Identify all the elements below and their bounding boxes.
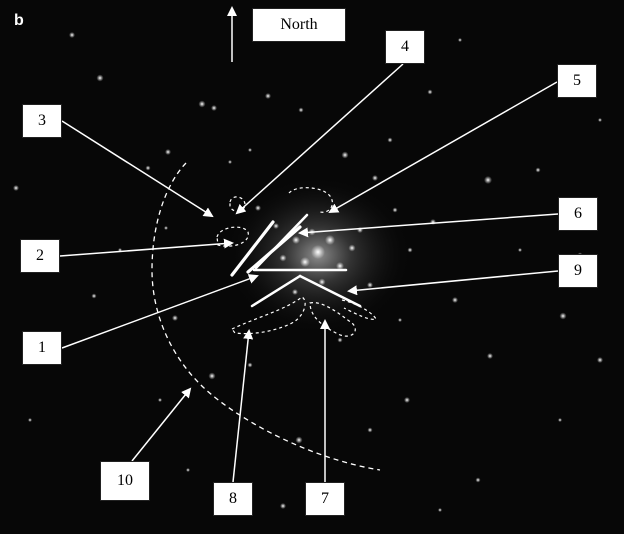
feature-lines <box>230 213 362 308</box>
panel-label: b <box>14 12 24 29</box>
region-outline-5 <box>288 187 333 213</box>
region-outline-7 <box>309 302 356 337</box>
callout-label-9: 9 <box>558 254 598 288</box>
callout-pointers <box>59 63 559 483</box>
callout-label-4: 4 <box>385 30 425 64</box>
callout-label-10: 10 <box>100 461 150 501</box>
callout-label-7: 7 <box>305 482 345 516</box>
callout-label-6: 6 <box>558 197 598 231</box>
region-outline-2 <box>216 226 249 247</box>
callout-label-5: 5 <box>557 64 597 98</box>
region-outline-4 <box>229 196 246 212</box>
north-label: North <box>252 8 346 42</box>
boundary-curve-10 <box>151 162 381 471</box>
region-outline-8 <box>231 296 306 335</box>
callout-label-8: 8 <box>213 482 253 516</box>
callout-label-1: 1 <box>22 331 62 365</box>
callout-label-2: 2 <box>20 239 60 273</box>
callout-label-3: 3 <box>22 104 62 138</box>
